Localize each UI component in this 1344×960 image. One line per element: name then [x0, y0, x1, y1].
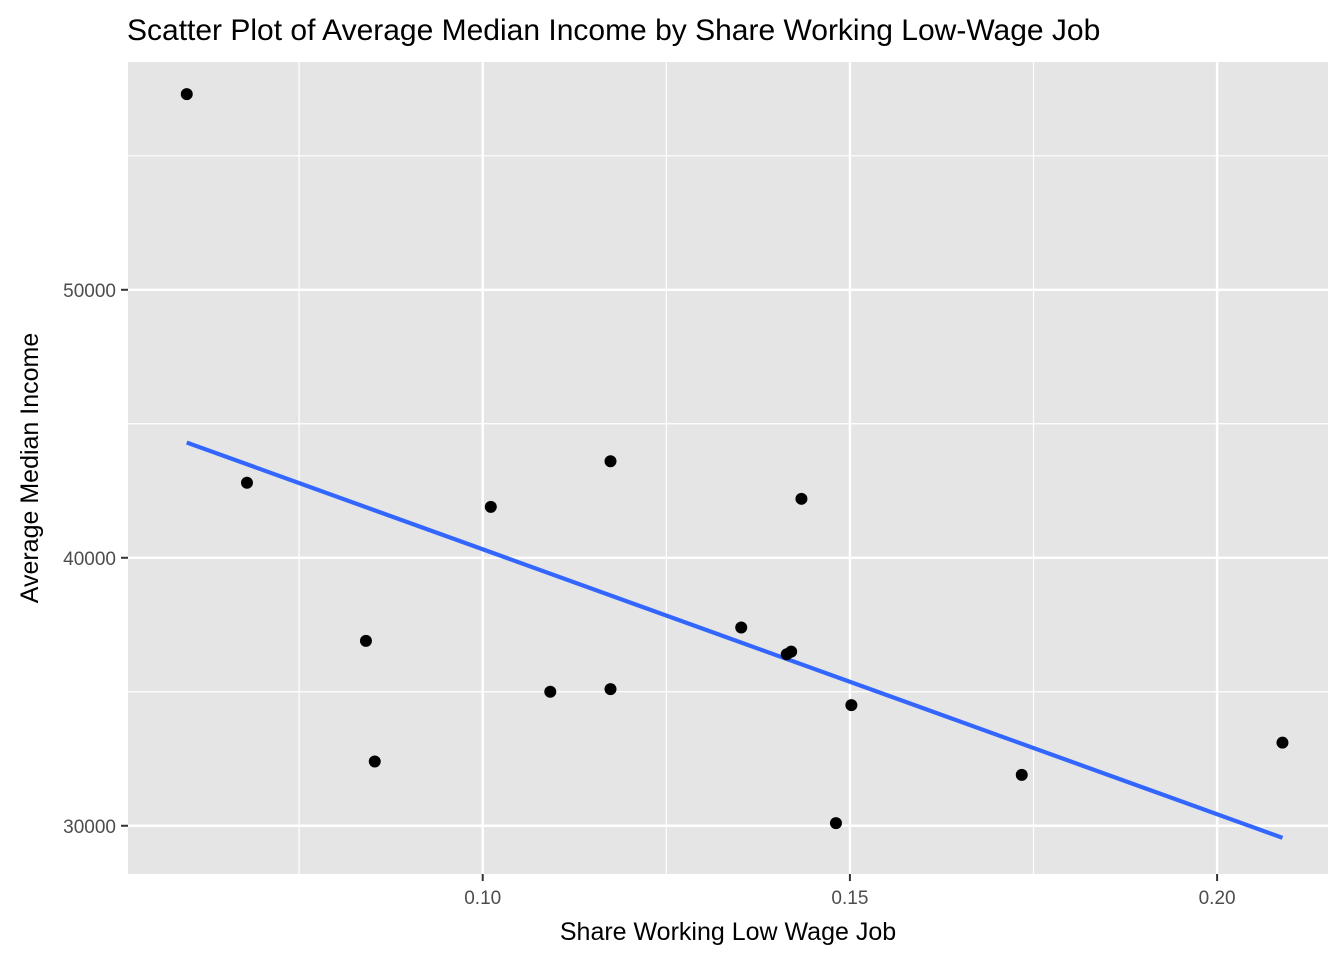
trend-line: [186, 440, 1284, 840]
major-gridlines: [128, 62, 1328, 874]
data-point: [604, 455, 617, 468]
data-point: [240, 476, 253, 489]
chart-title: Scatter Plot of Average Median Income by…: [127, 14, 1100, 47]
data-point: [1276, 736, 1289, 749]
plot-panel: [128, 62, 1328, 874]
trend-line-group: [186, 440, 1284, 840]
data-points: [180, 88, 1289, 830]
minor-gridlines: [128, 62, 1328, 874]
x-axis: 0.10 0.15 0.20: [464, 874, 1236, 909]
data-point: [544, 685, 557, 698]
data-point: [368, 755, 381, 768]
data-point: [604, 683, 617, 696]
data-point: [484, 500, 497, 513]
data-point: [735, 621, 748, 634]
data-point: [795, 492, 808, 505]
x-axis-title: Share Working Low Wage Job: [560, 918, 896, 946]
x-tick-label: 0.15: [831, 888, 868, 909]
data-point: [845, 699, 858, 712]
data-point: [1015, 768, 1028, 781]
y-tick-label: 30000: [63, 817, 116, 838]
data-point: [359, 634, 372, 647]
y-axis: 30000 40000 50000: [63, 281, 128, 838]
x-tick-label: 0.20: [1199, 888, 1236, 909]
data-point: [180, 88, 193, 101]
y-tick-label: 40000: [63, 549, 116, 570]
y-axis-title: Average Median Income: [16, 333, 44, 604]
data-point: [785, 645, 798, 658]
x-tick-label: 0.10: [464, 888, 501, 909]
data-point: [829, 817, 842, 830]
y-tick-label: 50000: [63, 281, 116, 302]
